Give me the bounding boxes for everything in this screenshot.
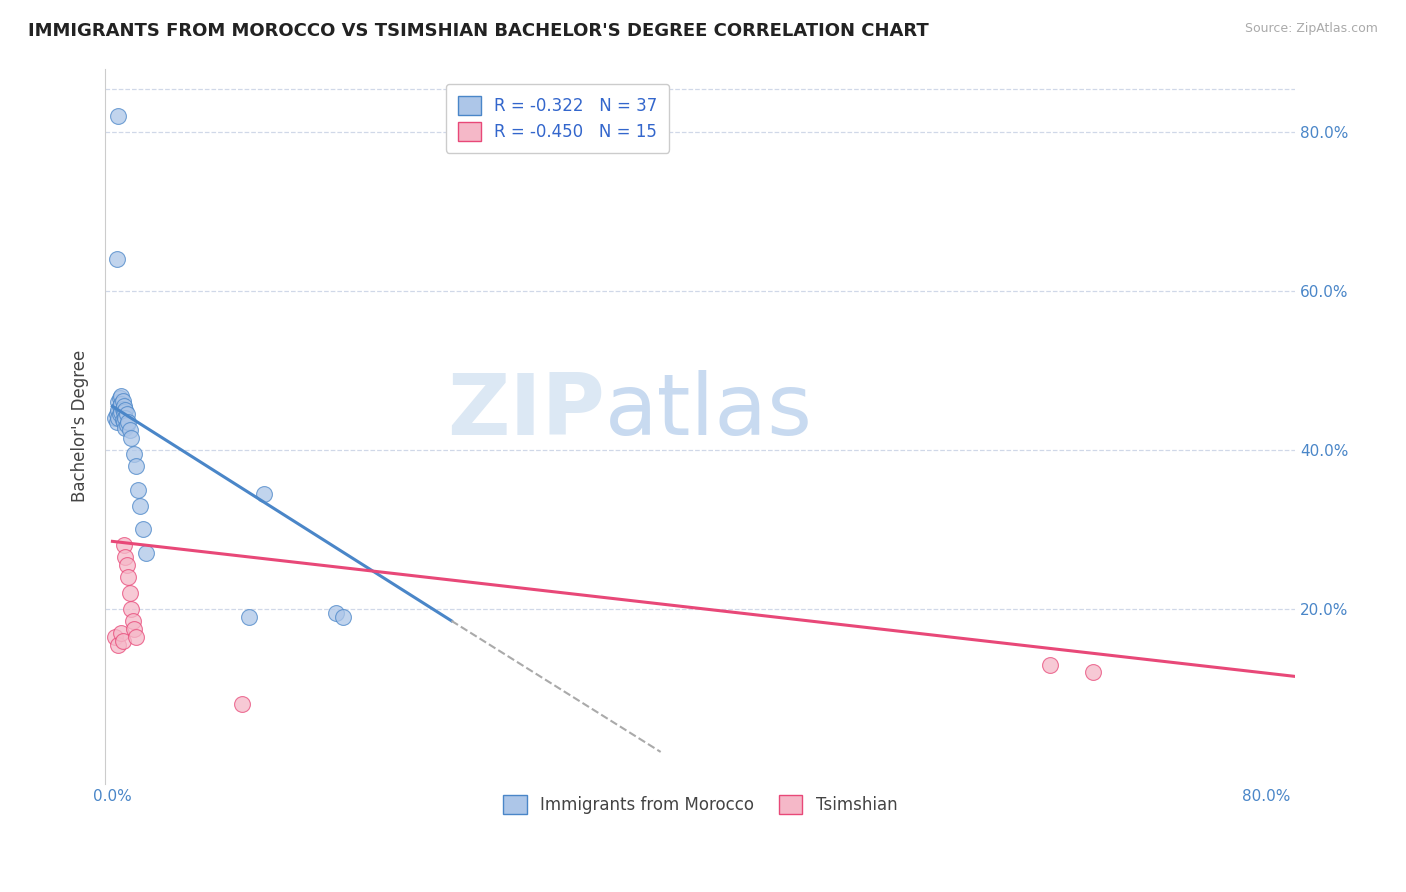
Point: [105, 415, 128, 429]
Point: [112, 415, 135, 429]
Point: [110, 389, 132, 403]
Point: [107, 403, 129, 417]
Text: Source: ZipAtlas.com: Source: ZipAtlas.com: [1244, 22, 1378, 36]
Point: [108, 392, 131, 406]
Point: [115, 558, 138, 573]
Point: [107, 638, 129, 652]
Point: [253, 486, 276, 500]
Point: [117, 415, 139, 429]
Point: [107, 109, 129, 123]
Point: [122, 447, 145, 461]
Point: [231, 698, 253, 712]
Point: [104, 411, 127, 425]
Point: [107, 395, 129, 409]
Point: [114, 421, 136, 435]
Point: [112, 405, 135, 419]
Point: [104, 630, 127, 644]
Point: [108, 407, 131, 421]
Point: [114, 550, 136, 565]
Point: [110, 397, 132, 411]
Text: atlas: atlas: [605, 370, 813, 453]
Point: [118, 586, 141, 600]
Point: [120, 602, 142, 616]
Point: [110, 625, 132, 640]
Point: [107, 411, 129, 425]
Point: [112, 399, 135, 413]
Point: [115, 407, 138, 421]
Point: [118, 423, 141, 437]
Point: [112, 538, 135, 552]
Point: [115, 417, 138, 432]
Point: [128, 499, 150, 513]
Point: [332, 610, 354, 624]
Point: [111, 393, 134, 408]
Point: [114, 411, 136, 425]
Point: [325, 606, 347, 620]
Point: [122, 622, 145, 636]
Point: [120, 431, 142, 445]
Point: [1083, 665, 1105, 680]
Text: IMMIGRANTS FROM MOROCCO VS TSIMSHIAN BACHELOR'S DEGREE CORRELATION CHART: IMMIGRANTS FROM MOROCCO VS TSIMSHIAN BAC…: [28, 22, 929, 40]
Point: [108, 399, 131, 413]
Point: [135, 546, 157, 560]
Text: ZIP: ZIP: [447, 370, 605, 453]
Point: [121, 614, 143, 628]
Point: [238, 610, 260, 624]
Point: [111, 633, 134, 648]
Point: [1039, 657, 1062, 672]
Point: [124, 630, 146, 644]
Point: [105, 252, 128, 267]
Legend: Immigrants from Morocco, Tsimshian: Immigrants from Morocco, Tsimshian: [492, 783, 910, 825]
Point: [111, 413, 134, 427]
Point: [114, 403, 136, 417]
Point: [111, 401, 134, 416]
Point: [132, 523, 155, 537]
Point: [127, 483, 149, 497]
Point: [110, 405, 132, 419]
Point: [105, 407, 128, 421]
Point: [124, 458, 146, 473]
Y-axis label: Bachelor's Degree: Bachelor's Degree: [72, 350, 89, 502]
Point: [117, 570, 139, 584]
